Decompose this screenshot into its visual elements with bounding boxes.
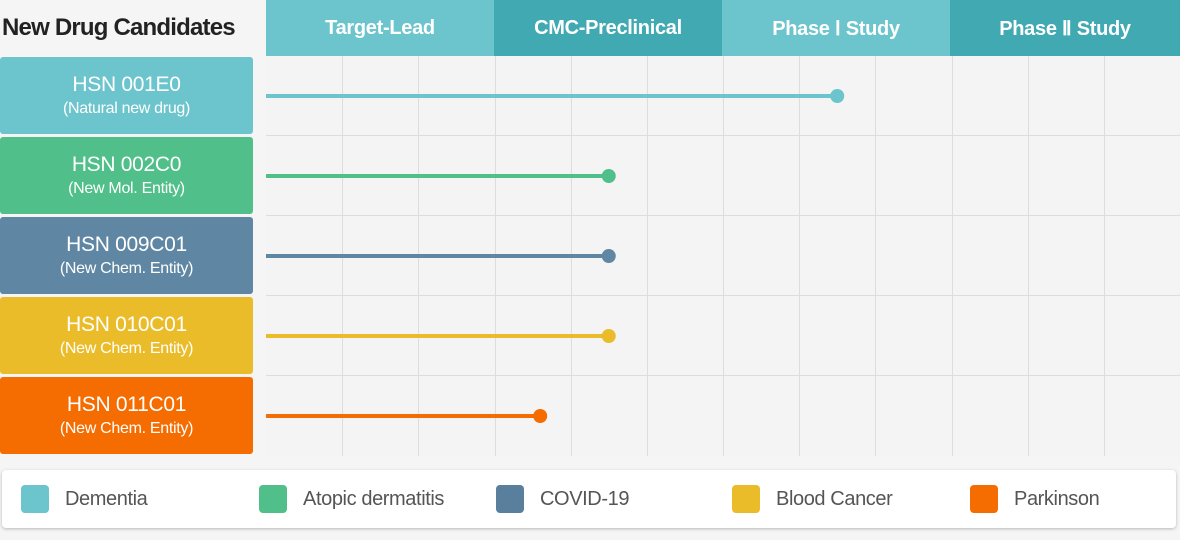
phase-header-phase-2-study: Phase Ⅱ Study — [950, 0, 1180, 56]
legend-item-dementia: Dementia — [21, 470, 148, 528]
candidate-label-hsn-010c01: HSN 010C01 (New Chem. Entity) — [0, 297, 253, 374]
candidate-code: HSN 001E0 — [72, 72, 181, 96]
candidate-type: (New Chem. Entity) — [59, 259, 194, 277]
legend-label: Parkinson — [1014, 487, 1100, 510]
legend-label: Blood Cancer — [776, 487, 893, 510]
candidate-label-hsn-011c01: HSN 011C01 (New Chem. Entity) — [0, 377, 253, 454]
phase-header-cmc-preclinical: CMC-Preclinical — [494, 0, 722, 56]
candidate-code: HSN 010C01 — [66, 312, 187, 336]
progress-marker — [830, 89, 845, 103]
candidate-code: HSN 011C01 — [66, 392, 187, 416]
legend-item-parkinson: Parkinson — [970, 470, 1100, 528]
candidate-code: HSN 009C01 — [66, 232, 187, 256]
chart-title: New Drug Candidates — [0, 0, 264, 56]
legend-swatch — [970, 485, 998, 513]
progress-marker — [601, 169, 616, 183]
candidate-type: (Natural new drug) — [62, 99, 191, 117]
legend-swatch — [732, 485, 760, 513]
progress-marker — [533, 409, 548, 423]
legend-item-covid-19: COVID-19 — [496, 470, 629, 528]
candidate-code: HSN 002C0 — [71, 152, 182, 176]
legend-label: COVID-19 — [540, 487, 630, 510]
legend: Dementia Atopic dermatitis COVID-19 Bloo… — [2, 470, 1176, 528]
phase-header-phase-1-study: Phase Ⅰ Study — [722, 0, 950, 56]
candidate-label-hsn-002c0: HSN 002C0 (New Mol. Entity) — [0, 137, 253, 214]
legend-swatch — [21, 485, 49, 513]
legend-swatch — [496, 485, 524, 513]
candidate-label-hsn-001e0: HSN 001E0 (Natural new drug) — [0, 57, 253, 134]
candidate-type: (New Mol. Entity) — [68, 179, 185, 197]
pipeline-plot — [266, 56, 1180, 456]
legend-item-blood-cancer: Blood Cancer — [732, 470, 893, 528]
legend-item-atopic-dermatitis: Atopic dermatitis — [259, 470, 444, 528]
phase-header-target-lead: Target-Lead — [266, 0, 494, 56]
legend-swatch — [259, 485, 287, 513]
candidate-type: (New Chem. Entity) — [59, 339, 194, 357]
candidate-type: (New Chem. Entity) — [59, 419, 194, 437]
legend-label: Dementia — [65, 487, 148, 510]
phase-header: Target-Lead CMC-Preclinical Phase Ⅰ Stud… — [266, 0, 1180, 56]
candidate-label-hsn-009c01: HSN 009C01 (New Chem. Entity) — [0, 217, 253, 294]
legend-label: Atopic dermatitis — [303, 487, 445, 510]
progress-marker — [601, 329, 616, 343]
progress-marker — [601, 249, 616, 263]
